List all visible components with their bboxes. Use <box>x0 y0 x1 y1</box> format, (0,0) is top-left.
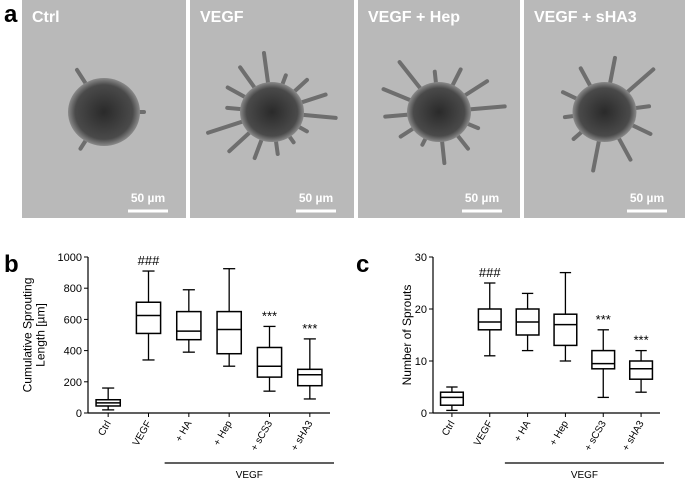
image-label: Ctrl <box>32 9 60 26</box>
box <box>175 310 202 341</box>
x-tick-label: + HA <box>512 419 533 444</box>
significance: ### <box>138 253 160 268</box>
y-tick-label: 600 <box>64 314 82 326</box>
y-tick-label: 200 <box>64 377 82 389</box>
y-tick-label: 800 <box>64 283 82 295</box>
y-tick-label: 0 <box>421 408 427 420</box>
x-tick-label: + HA <box>174 419 195 444</box>
y-axis-label: Length [µm] <box>34 303 48 367</box>
spheroid <box>407 82 471 142</box>
group-label: VEGF <box>571 470 598 481</box>
y-axis-label: Cumulative Sprouting <box>21 278 35 393</box>
y-axis-label: Number of Sprouts <box>400 285 414 386</box>
panel-letter: b <box>4 251 19 278</box>
significance: ### <box>479 265 501 280</box>
y-tick-label: 30 <box>415 252 427 264</box>
scale-label: 50 µm <box>299 191 333 205</box>
scale-label: 50 µm <box>131 191 165 205</box>
significance: *** <box>262 308 277 323</box>
box <box>477 308 502 331</box>
group-label: VEGF <box>236 470 263 481</box>
spheroid <box>240 82 304 142</box>
significance: *** <box>596 312 611 327</box>
box <box>216 310 243 355</box>
y-tick-label: 1000 <box>58 252 82 264</box>
y-tick-label: 400 <box>64 346 82 358</box>
x-tick-label: Ctrl <box>96 419 113 438</box>
box <box>296 368 323 387</box>
significance: *** <box>633 333 648 348</box>
x-tick-label: Ctrl <box>440 419 457 438</box>
x-tick-label: + sHA3 <box>621 419 647 454</box>
spheroid <box>572 82 637 142</box>
y-tick-label: 0 <box>76 408 82 420</box>
box <box>256 346 283 378</box>
scale-label: 50 µm <box>465 191 499 205</box>
x-tick-label: + sHA3 <box>289 419 315 454</box>
box <box>628 360 654 380</box>
scale-label: 50 µm <box>630 191 664 205</box>
box <box>591 349 616 370</box>
significance: *** <box>302 321 317 336</box>
panel-letter: c <box>356 251 369 278</box>
y-tick-label: 10 <box>415 356 427 368</box>
spheroid <box>68 78 140 146</box>
box <box>553 313 578 347</box>
x-tick-label: + sCS3 <box>583 419 609 454</box>
panel-letter: a <box>4 1 18 28</box>
x-tick-label: VEGF <box>472 419 495 448</box>
image-label: VEGF <box>200 9 244 26</box>
box <box>135 301 162 335</box>
y-tick-label: 20 <box>415 304 427 316</box>
image-label: VEGF + sHA3 <box>534 9 637 26</box>
x-tick-label: + sCS3 <box>249 419 275 454</box>
x-tick-label: + Hep <box>212 419 235 448</box>
x-tick-label: VEGF <box>131 419 154 448</box>
x-tick-label: + Hep <box>548 419 571 448</box>
image-label: VEGF + Hep <box>368 9 460 26</box>
box <box>439 391 465 406</box>
